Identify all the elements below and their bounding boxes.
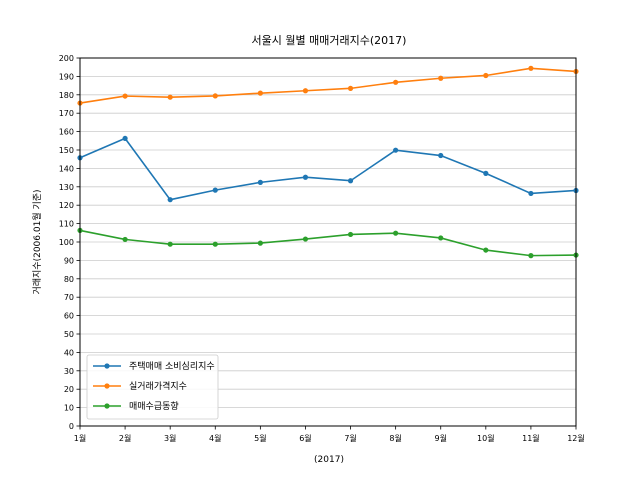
y-tick-label: 140 (59, 164, 74, 173)
data-point (393, 79, 399, 85)
data-point (257, 240, 263, 246)
series-line (79, 229, 577, 257)
data-point (302, 236, 309, 242)
legend-box (86, 354, 219, 420)
x-tick-label: 1월 (74, 433, 86, 443)
gridlines (80, 57, 576, 427)
data-point (438, 75, 444, 81)
x-tick-label: 5월 (254, 433, 266, 443)
y-tick-label: 50 (64, 330, 74, 339)
y-tick-label: 110 (59, 220, 74, 229)
data-point (483, 72, 489, 79)
data-point (347, 178, 354, 184)
y-tick-label: 20 (64, 385, 74, 394)
data-point (122, 93, 128, 99)
y-tick-label: 90 (64, 256, 74, 265)
data-point (167, 241, 173, 247)
y-tick-label: 180 (59, 91, 74, 100)
x-tick-label: 6월 (299, 433, 311, 443)
y-tick-label: 40 (64, 348, 74, 357)
data-point (167, 197, 173, 203)
y-axis-label: 거래지수(2006.01월 기준) (31, 189, 43, 294)
data-point (257, 90, 263, 96)
x-tick-label: 7월 (344, 433, 356, 443)
y-tick-label: 160 (59, 128, 74, 137)
data-point (393, 147, 399, 153)
data-point (212, 241, 218, 247)
legend-marker (104, 363, 110, 369)
y-tick-label: 120 (59, 201, 74, 210)
legend-marker (104, 383, 110, 389)
data-point (347, 231, 354, 238)
data-point (438, 152, 444, 159)
y-tick-label: 200 (59, 54, 74, 63)
data-point (483, 247, 489, 253)
x-tick-label: 8월 (389, 433, 401, 443)
chart-title: 서울시 월별 매매거래지수(2017) (252, 34, 407, 47)
data-point (347, 85, 354, 91)
x-tick-label: 4월 (209, 433, 221, 443)
series-line (79, 67, 577, 104)
data-point (257, 179, 263, 185)
data-point (167, 94, 173, 100)
data-point (393, 230, 399, 236)
data-point (302, 88, 309, 94)
y-tick-label: 0 (69, 422, 74, 431)
series-line (79, 137, 577, 201)
x-axis: 1월 2월 3월 4월 5월 6월 7월 8월 9월 10월 11월 12월 (74, 426, 585, 443)
legend-label: 주택매매 소비심리지수 (129, 361, 215, 372)
legend-label: 매매수급동향 (129, 400, 179, 412)
x-tick-label: 10월 (477, 433, 495, 443)
legend-label: 실거래가격지수 (129, 380, 187, 392)
y-tick-label: 70 (64, 293, 74, 302)
data-point (528, 190, 534, 197)
plot-frame (79, 57, 577, 427)
y-tick-label: 170 (59, 109, 74, 118)
x-tick-label: 11월 (522, 433, 540, 443)
data-point (122, 135, 128, 142)
y-tick-label: 100 (59, 238, 74, 247)
x-tick-label: 2월 (119, 433, 131, 443)
data-point (212, 93, 218, 99)
x-axis-label: (2017) (314, 455, 344, 465)
data-point (302, 174, 309, 180)
x-tick-label: 9월 (435, 433, 447, 443)
y-tick-label: 190 (59, 72, 74, 81)
x-tick-label: 3월 (164, 433, 176, 443)
data-point (528, 253, 534, 259)
y-tick-label: 10 (64, 404, 74, 413)
data-point (122, 236, 128, 243)
y-tick-label: 150 (59, 146, 74, 155)
x-tick-label: 12월 (567, 433, 585, 443)
data-point (483, 170, 489, 176)
y-tick-label: 30 (64, 367, 74, 376)
legend-marker (104, 403, 110, 409)
y-tick-label: 130 (59, 183, 74, 192)
y-tick-label: 60 (64, 312, 74, 321)
data-point (212, 187, 218, 193)
data-point (438, 235, 444, 241)
y-tick-label: 80 (64, 275, 74, 284)
y-axis: 0 10 20 30 40 50 60 70 80 90 100 110 120 130 140 150 160… (59, 54, 80, 431)
series-lines (77, 65, 579, 259)
data-point (528, 65, 534, 71)
